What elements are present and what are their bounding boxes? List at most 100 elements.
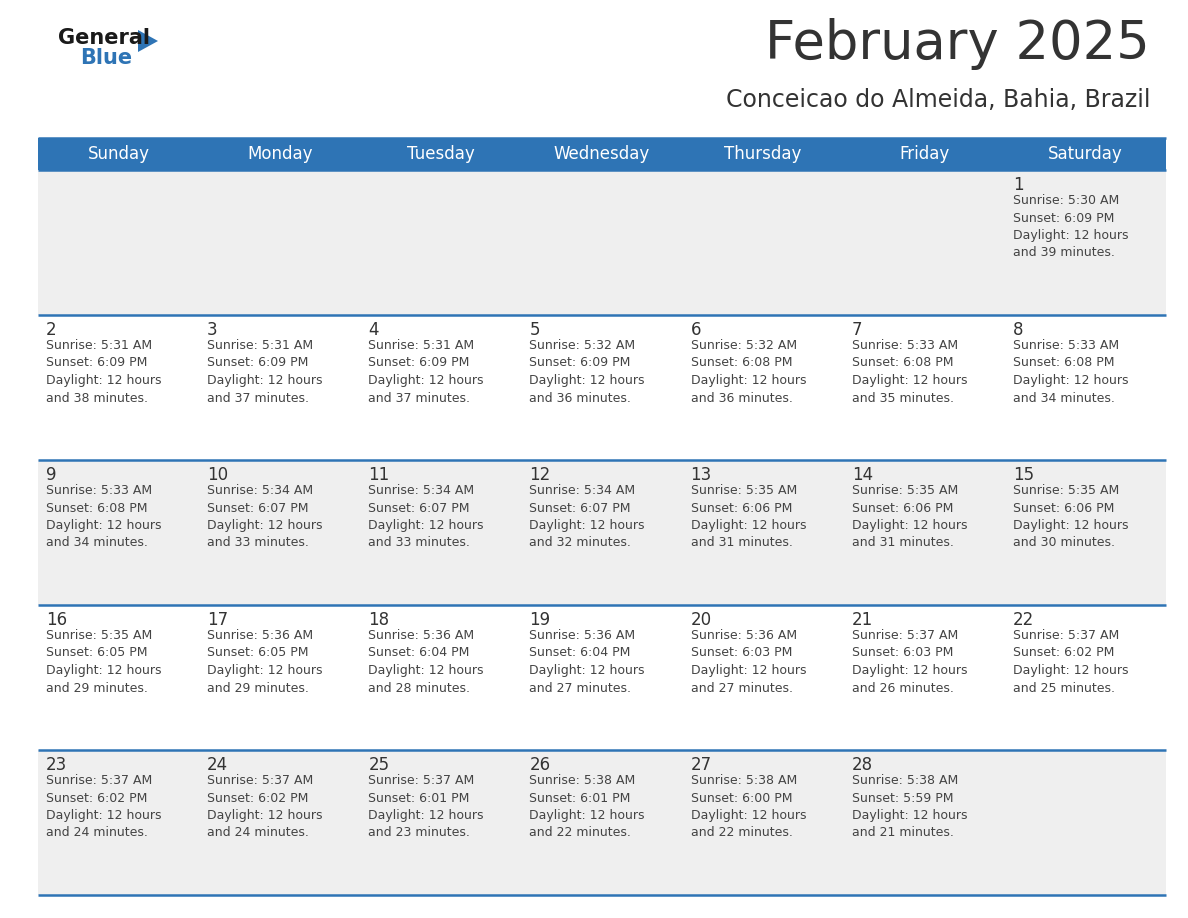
Bar <box>1005 750 1165 895</box>
Bar <box>38 170 200 315</box>
Bar <box>360 460 522 605</box>
Text: February 2025: February 2025 <box>765 18 1150 70</box>
Polygon shape <box>138 30 158 52</box>
Bar <box>200 750 360 895</box>
Text: Sunrise: 5:35 AM
Sunset: 6:06 PM
Daylight: 12 hours
and 31 minutes.: Sunrise: 5:35 AM Sunset: 6:06 PM Dayligh… <box>852 484 967 550</box>
Text: 12: 12 <box>530 466 551 484</box>
Text: Monday: Monday <box>247 145 312 163</box>
Bar <box>200 138 360 170</box>
Text: 16: 16 <box>46 611 68 629</box>
Bar <box>683 605 843 750</box>
Text: General: General <box>58 28 150 48</box>
Bar <box>522 315 683 460</box>
Text: Sunrise: 5:36 AM
Sunset: 6:04 PM
Daylight: 12 hours
and 28 minutes.: Sunrise: 5:36 AM Sunset: 6:04 PM Dayligh… <box>368 629 484 695</box>
Text: Sunrise: 5:32 AM
Sunset: 6:09 PM
Daylight: 12 hours
and 36 minutes.: Sunrise: 5:32 AM Sunset: 6:09 PM Dayligh… <box>530 339 645 405</box>
Bar <box>38 605 200 750</box>
Bar <box>200 315 360 460</box>
Text: 22: 22 <box>1013 611 1034 629</box>
Text: Sunday: Sunday <box>88 145 150 163</box>
Bar <box>360 750 522 895</box>
Text: 25: 25 <box>368 756 390 774</box>
Text: Sunrise: 5:38 AM
Sunset: 6:01 PM
Daylight: 12 hours
and 22 minutes.: Sunrise: 5:38 AM Sunset: 6:01 PM Dayligh… <box>530 774 645 839</box>
Bar <box>522 605 683 750</box>
Text: Sunrise: 5:31 AM
Sunset: 6:09 PM
Daylight: 12 hours
and 37 minutes.: Sunrise: 5:31 AM Sunset: 6:09 PM Dayligh… <box>207 339 323 405</box>
Text: Sunrise: 5:37 AM
Sunset: 6:02 PM
Daylight: 12 hours
and 25 minutes.: Sunrise: 5:37 AM Sunset: 6:02 PM Dayligh… <box>1013 629 1129 695</box>
Text: Sunrise: 5:33 AM
Sunset: 6:08 PM
Daylight: 12 hours
and 34 minutes.: Sunrise: 5:33 AM Sunset: 6:08 PM Dayligh… <box>46 484 162 550</box>
Bar <box>843 750 1005 895</box>
Text: 27: 27 <box>690 756 712 774</box>
Bar <box>843 315 1005 460</box>
Bar <box>38 460 200 605</box>
Bar <box>683 138 843 170</box>
Bar <box>1005 170 1165 315</box>
Text: Sunrise: 5:38 AM
Sunset: 6:00 PM
Daylight: 12 hours
and 22 minutes.: Sunrise: 5:38 AM Sunset: 6:00 PM Dayligh… <box>690 774 807 839</box>
Bar <box>843 605 1005 750</box>
Bar <box>843 460 1005 605</box>
Bar <box>360 170 522 315</box>
Text: 8: 8 <box>1013 321 1023 339</box>
Text: Sunrise: 5:35 AM
Sunset: 6:06 PM
Daylight: 12 hours
and 31 minutes.: Sunrise: 5:35 AM Sunset: 6:06 PM Dayligh… <box>690 484 807 550</box>
Bar <box>522 750 683 895</box>
Bar <box>200 460 360 605</box>
Text: 3: 3 <box>207 321 217 339</box>
Text: 11: 11 <box>368 466 390 484</box>
Text: 2: 2 <box>46 321 57 339</box>
Text: Wednesday: Wednesday <box>554 145 650 163</box>
Text: Sunrise: 5:35 AM
Sunset: 6:06 PM
Daylight: 12 hours
and 30 minutes.: Sunrise: 5:35 AM Sunset: 6:06 PM Dayligh… <box>1013 484 1129 550</box>
Bar <box>522 170 683 315</box>
Text: Sunrise: 5:36 AM
Sunset: 6:04 PM
Daylight: 12 hours
and 27 minutes.: Sunrise: 5:36 AM Sunset: 6:04 PM Dayligh… <box>530 629 645 695</box>
Text: Sunrise: 5:30 AM
Sunset: 6:09 PM
Daylight: 12 hours
and 39 minutes.: Sunrise: 5:30 AM Sunset: 6:09 PM Dayligh… <box>1013 194 1129 260</box>
Text: Sunrise: 5:34 AM
Sunset: 6:07 PM
Daylight: 12 hours
and 33 minutes.: Sunrise: 5:34 AM Sunset: 6:07 PM Dayligh… <box>207 484 323 550</box>
Text: Sunrise: 5:37 AM
Sunset: 6:03 PM
Daylight: 12 hours
and 26 minutes.: Sunrise: 5:37 AM Sunset: 6:03 PM Dayligh… <box>852 629 967 695</box>
Text: 4: 4 <box>368 321 379 339</box>
Text: 14: 14 <box>852 466 873 484</box>
Text: Sunrise: 5:33 AM
Sunset: 6:08 PM
Daylight: 12 hours
and 35 minutes.: Sunrise: 5:33 AM Sunset: 6:08 PM Dayligh… <box>852 339 967 405</box>
Bar <box>1005 605 1165 750</box>
Bar <box>683 750 843 895</box>
Bar <box>683 460 843 605</box>
Text: Sunrise: 5:37 AM
Sunset: 6:02 PM
Daylight: 12 hours
and 24 minutes.: Sunrise: 5:37 AM Sunset: 6:02 PM Dayligh… <box>207 774 323 839</box>
Bar <box>200 605 360 750</box>
Text: 23: 23 <box>46 756 68 774</box>
Text: Saturday: Saturday <box>1048 145 1123 163</box>
Bar <box>360 138 522 170</box>
Text: Conceicao do Almeida, Bahia, Brazil: Conceicao do Almeida, Bahia, Brazil <box>726 88 1150 112</box>
Bar <box>360 315 522 460</box>
Text: Thursday: Thursday <box>725 145 802 163</box>
Text: 17: 17 <box>207 611 228 629</box>
Text: Sunrise: 5:37 AM
Sunset: 6:02 PM
Daylight: 12 hours
and 24 minutes.: Sunrise: 5:37 AM Sunset: 6:02 PM Dayligh… <box>46 774 162 839</box>
Text: Sunrise: 5:31 AM
Sunset: 6:09 PM
Daylight: 12 hours
and 37 minutes.: Sunrise: 5:31 AM Sunset: 6:09 PM Dayligh… <box>368 339 484 405</box>
Text: 6: 6 <box>690 321 701 339</box>
Bar <box>38 750 200 895</box>
Text: 1: 1 <box>1013 176 1024 194</box>
Text: 20: 20 <box>690 611 712 629</box>
Text: 10: 10 <box>207 466 228 484</box>
Text: 9: 9 <box>46 466 57 484</box>
Text: 15: 15 <box>1013 466 1034 484</box>
Bar <box>522 138 683 170</box>
Bar <box>522 460 683 605</box>
Text: Sunrise: 5:34 AM
Sunset: 6:07 PM
Daylight: 12 hours
and 32 minutes.: Sunrise: 5:34 AM Sunset: 6:07 PM Dayligh… <box>530 484 645 550</box>
Bar <box>683 315 843 460</box>
Bar <box>360 605 522 750</box>
Text: Sunrise: 5:34 AM
Sunset: 6:07 PM
Daylight: 12 hours
and 33 minutes.: Sunrise: 5:34 AM Sunset: 6:07 PM Dayligh… <box>368 484 484 550</box>
Text: Sunrise: 5:31 AM
Sunset: 6:09 PM
Daylight: 12 hours
and 38 minutes.: Sunrise: 5:31 AM Sunset: 6:09 PM Dayligh… <box>46 339 162 405</box>
Text: 13: 13 <box>690 466 712 484</box>
Text: Sunrise: 5:33 AM
Sunset: 6:08 PM
Daylight: 12 hours
and 34 minutes.: Sunrise: 5:33 AM Sunset: 6:08 PM Dayligh… <box>1013 339 1129 405</box>
Bar <box>683 170 843 315</box>
Bar <box>1005 460 1165 605</box>
Bar <box>843 170 1005 315</box>
Bar <box>200 170 360 315</box>
Text: 18: 18 <box>368 611 390 629</box>
Bar <box>38 138 200 170</box>
Text: Sunrise: 5:36 AM
Sunset: 6:03 PM
Daylight: 12 hours
and 27 minutes.: Sunrise: 5:36 AM Sunset: 6:03 PM Dayligh… <box>690 629 807 695</box>
Text: 7: 7 <box>852 321 862 339</box>
Text: 26: 26 <box>530 756 550 774</box>
Bar <box>1005 138 1165 170</box>
Text: Tuesday: Tuesday <box>407 145 475 163</box>
Text: 21: 21 <box>852 611 873 629</box>
Text: Friday: Friday <box>899 145 949 163</box>
Text: 19: 19 <box>530 611 550 629</box>
Text: Sunrise: 5:36 AM
Sunset: 6:05 PM
Daylight: 12 hours
and 29 minutes.: Sunrise: 5:36 AM Sunset: 6:05 PM Dayligh… <box>207 629 323 695</box>
Bar <box>38 315 200 460</box>
